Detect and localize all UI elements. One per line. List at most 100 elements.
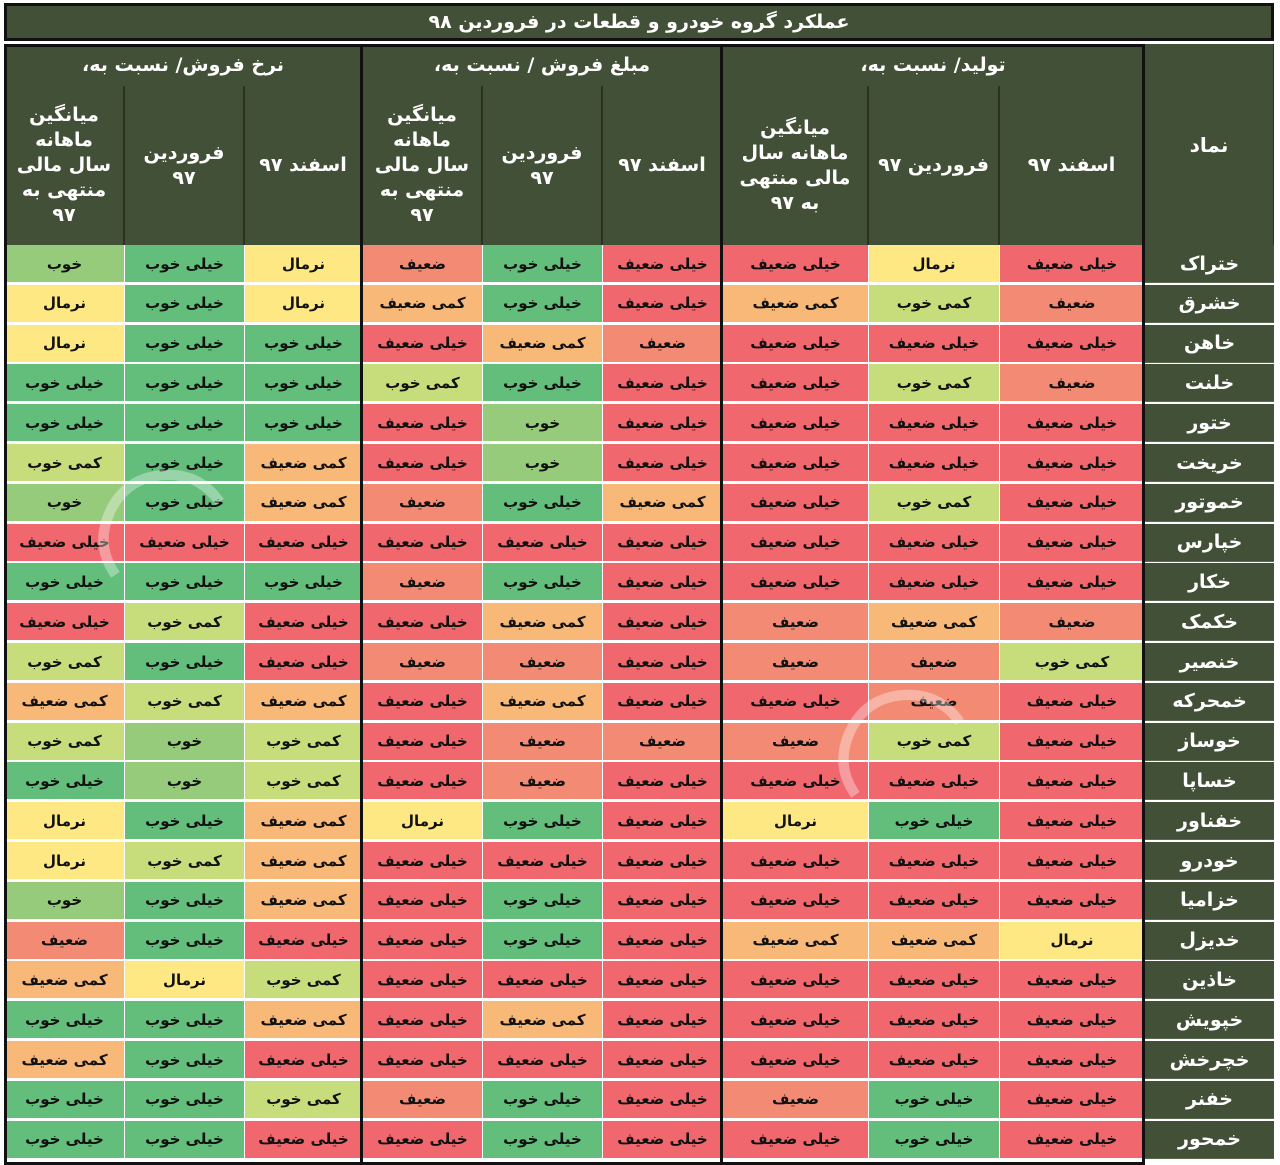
production-esfand-cell: خیلی ضعیف bbox=[999, 483, 1144, 522]
sales-amount-farvardin-cell: خیلی خوب bbox=[482, 284, 602, 323]
symbol-cell: خدیزل bbox=[1144, 921, 1274, 960]
sales-rate-esfand-cell: کمی خوب bbox=[244, 722, 362, 761]
sales-amount-avg-cell: ضعیف bbox=[362, 245, 482, 283]
sales-amount-farvardin-cell: کمی ضعیف bbox=[482, 324, 602, 363]
sales-rate-farvardin-cell: خیلی خوب bbox=[124, 483, 244, 522]
sales-rate-avg-cell: ضعیف bbox=[4, 921, 124, 960]
sales-rate-avg-cell: خیلی خوب bbox=[4, 1001, 124, 1040]
sales-amount-farvardin-header: فروردین ۹۷ bbox=[482, 86, 602, 245]
sales-rate-farvardin-cell: خیلی خوب bbox=[124, 1041, 244, 1079]
production-farvardin-cell: خیلی ضعیف bbox=[868, 961, 999, 1000]
production-avg-cell: ضعیف bbox=[722, 722, 868, 761]
sales-rate-esfand-cell: خیلی ضعیف bbox=[244, 1120, 362, 1159]
sales-amount-esfand-cell: ضعیف bbox=[602, 722, 722, 761]
production-avg-cell: خیلی ضعیف bbox=[722, 762, 868, 801]
sales-amount-avg-cell: خیلی ضعیف bbox=[362, 722, 482, 761]
production-avg-cell: خیلی ضعیف bbox=[722, 444, 868, 482]
symbol-column-header: نماد bbox=[1144, 44, 1274, 245]
sales-rate-farvardin-cell: کمی خوب bbox=[124, 603, 244, 642]
sales-rate-group-header: نرخ فروش/ نسبت به، bbox=[4, 44, 362, 86]
production-avg-cell: خیلی ضعیف bbox=[722, 1041, 868, 1079]
table-row: خکار خیلی ضعیف خیلی ضعیف خیلی ضعیف خیلی ضعیف… bbox=[4, 563, 1274, 602]
sales-amount-avg-cell: خیلی ضعیف bbox=[362, 444, 482, 482]
sales-amount-avg-cell: خیلی ضعیف bbox=[362, 603, 482, 642]
production-avg-cell: خیلی ضعیف bbox=[722, 245, 868, 283]
table-row: خپویش خیلی ضعیف خیلی ضعیف خیلی ضعیف خیلی ضعی… bbox=[4, 1001, 1274, 1040]
production-esfand-cell: خیلی ضعیف bbox=[999, 1120, 1144, 1159]
sales-amount-farvardin-cell: خوب bbox=[482, 404, 602, 443]
symbol-cell: خودرو bbox=[1144, 842, 1274, 880]
table-row: خریخت خیلی ضعیف خیلی ضعیف خیلی ضعیف خیلی ضعی… bbox=[4, 444, 1274, 483]
sales-amount-esfand-cell: خیلی ضعیف bbox=[602, 1080, 722, 1119]
symbol-cell: خکمک bbox=[1144, 603, 1274, 642]
sales-amount-farvardin-cell: کمی ضعیف bbox=[482, 603, 602, 642]
production-farvardin-cell: خیلی ضعیف bbox=[868, 881, 999, 920]
table-row: خوساز خیلی ضعیف کمی خوب ضعیف ضعیف ضعیف خیلی ضع… bbox=[4, 722, 1274, 762]
symbol-cell: خلنت bbox=[1144, 364, 1274, 403]
sales-rate-esfand-cell: کمی خوب bbox=[244, 961, 362, 1000]
sales-rate-avg-cell: کمی خوب bbox=[4, 643, 124, 681]
sales-amount-avg-cell: خیلی ضعیف bbox=[362, 682, 482, 721]
sales-rate-farvardin-cell: خیلی خوب bbox=[124, 404, 244, 443]
sales-amount-esfand-cell: خیلی ضعیف bbox=[602, 762, 722, 801]
production-farvardin-cell: کمی خوب bbox=[868, 284, 999, 323]
production-avg-cell: خیلی ضعیف bbox=[722, 364, 868, 403]
production-farvardin-cell: خیلی ضعیف bbox=[868, 444, 999, 482]
sales-rate-avg-cell: نرمال bbox=[4, 284, 124, 323]
sales-amount-avg-header: میانگین ماهانه سال مالی منتهی به ۹۷ bbox=[362, 86, 482, 245]
sales-rate-avg-cell: نرمال bbox=[4, 324, 124, 363]
sales-amount-avg-cell: خیلی ضعیف bbox=[362, 921, 482, 960]
sales-rate-avg-cell: خیلی خوب bbox=[4, 563, 124, 602]
sales-rate-avg-cell: خیلی خوب bbox=[4, 1080, 124, 1119]
production-farvardin-cell: خیلی خوب bbox=[868, 802, 999, 841]
symbol-cell: خساپا bbox=[1144, 762, 1274, 801]
production-farvardin-cell: کمی خوب bbox=[868, 364, 999, 403]
sales-rate-esfand-cell: کمی ضعیف bbox=[244, 842, 362, 880]
production-avg-cell: خیلی ضعیف bbox=[722, 682, 868, 721]
sales-amount-farvardin-cell: خیلی خوب bbox=[482, 921, 602, 960]
production-esfand-cell: خیلی ضعیف bbox=[999, 1041, 1144, 1079]
sales-rate-esfand-cell: کمی ضعیف bbox=[244, 881, 362, 920]
sales-amount-avg-cell: ضعیف bbox=[362, 563, 482, 602]
sales-amount-avg-cell: خیلی ضعیف bbox=[362, 1120, 482, 1159]
sales-amount-avg-cell: خیلی ضعیف bbox=[362, 324, 482, 363]
sales-rate-farvardin-cell: کمی خوب bbox=[124, 682, 244, 721]
sales-rate-avg-cell: کمی ضعیف bbox=[4, 682, 124, 721]
sales-rate-avg-header: میانگین ماهانه سال مالی منتهی به ۹۷ bbox=[4, 86, 124, 245]
sales-amount-avg-cell: خیلی ضعیف bbox=[362, 1001, 482, 1040]
sales-amount-esfand-cell: خیلی ضعیف bbox=[602, 1120, 722, 1159]
sales-amount-esfand-cell: خیلی ضعیف bbox=[602, 1001, 722, 1040]
production-esfand-cell: خیلی ضعیف bbox=[999, 842, 1144, 880]
production-farvardin-cell: خیلی ضعیف bbox=[868, 404, 999, 443]
sales-rate-esfand-cell: خیلی ضعیف bbox=[244, 921, 362, 960]
production-esfand-cell: کمی خوب bbox=[999, 643, 1144, 681]
sales-amount-avg-cell: خیلی ضعیف bbox=[362, 1041, 482, 1079]
sales-amount-avg-cell: خیلی ضعیف bbox=[362, 881, 482, 920]
symbol-cell: خپارس bbox=[1144, 523, 1274, 562]
sales-rate-farvardin-cell: خیلی ضعیف bbox=[124, 523, 244, 562]
production-avg-cell: خیلی ضعیف bbox=[722, 563, 868, 602]
sales-rate-farvardin-cell: خیلی خوب bbox=[124, 563, 244, 602]
sales-amount-farvardin-cell: ضعیف bbox=[482, 722, 602, 761]
production-esfand-cell: خیلی ضعیف bbox=[999, 762, 1144, 801]
table-row: خکمک ضعیف کمی ضعیف ضعیف خیلی ضعیف کمی ضعیف خیل… bbox=[4, 603, 1274, 642]
table-row: خاذین خیلی ضعیف خیلی ضعیف خیلی ضعیف خیلی ضعی… bbox=[4, 961, 1274, 1000]
sales-rate-avg-cell: خیلی خوب bbox=[4, 762, 124, 801]
sales-amount-esfand-cell: خیلی ضعیف bbox=[602, 842, 722, 880]
symbol-cell: خموتور bbox=[1144, 483, 1274, 522]
sales-amount-esfand-cell: خیلی ضعیف bbox=[602, 563, 722, 602]
symbol-cell: خاذین bbox=[1144, 961, 1274, 1000]
sales-rate-farvardin-cell: نرمال bbox=[124, 961, 244, 1000]
production-farvardin-cell: خیلی ضعیف bbox=[868, 762, 999, 801]
table-row: خمحور خیلی ضعیف خیلی خوب خیلی ضعیف خیلی ضعیف… bbox=[4, 1120, 1274, 1160]
production-avg-cell: خیلی ضعیف bbox=[722, 961, 868, 1000]
sales-amount-avg-cell: کمی خوب bbox=[362, 364, 482, 403]
sales-amount-farvardin-cell: خیلی ضعیف bbox=[482, 523, 602, 562]
production-esfand-cell: خیلی ضعیف bbox=[999, 881, 1144, 920]
sales-rate-farvardin-cell: خوب bbox=[124, 762, 244, 801]
sales-rate-avg-cell: خیلی ضعیف bbox=[4, 603, 124, 642]
production-farvardin-cell: خیلی ضعیف bbox=[868, 324, 999, 363]
production-avg-cell: خیلی ضعیف bbox=[722, 404, 868, 443]
table-header: نماد تولید/ نسبت به، اسفند ۹۷ فروردین ۹۷… bbox=[4, 44, 1274, 245]
production-avg-cell: ضعیف bbox=[722, 603, 868, 642]
